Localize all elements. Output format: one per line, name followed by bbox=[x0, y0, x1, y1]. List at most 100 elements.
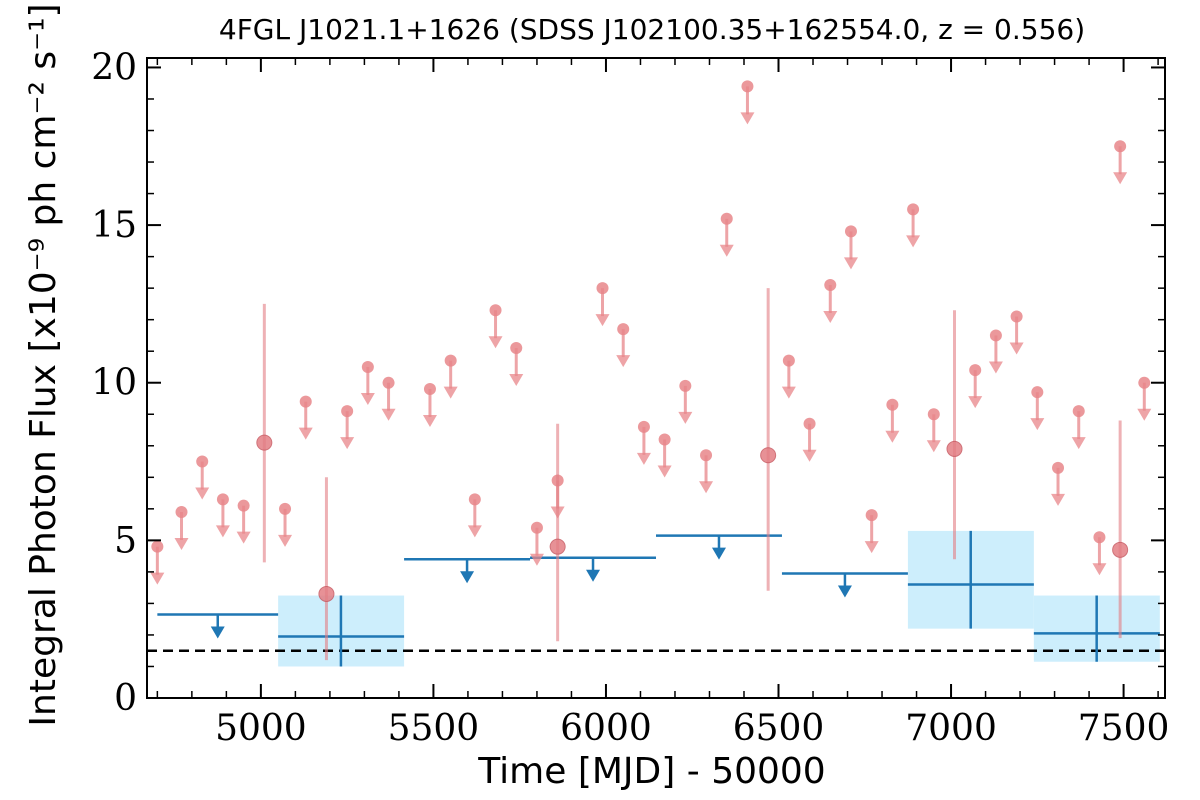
short-bin-upper-limit-point bbox=[658, 433, 671, 446]
short-bin-upper-limit-head bbox=[843, 257, 858, 270]
short-bin-upper-limit-point bbox=[617, 323, 630, 336]
y-tick-label: 15 bbox=[91, 205, 137, 246]
short-bin-upper-limit-point bbox=[1072, 405, 1085, 418]
long-bin-upper-limit-arrow bbox=[210, 626, 225, 639]
short-bin-upper-limit-point bbox=[216, 493, 229, 506]
short-bin-upper-limit-point bbox=[423, 383, 436, 396]
short-bin-upper-limit-point bbox=[596, 282, 609, 295]
short-bin-upper-limit-head bbox=[1009, 342, 1024, 355]
short-bin-upper-limit-point bbox=[489, 304, 502, 317]
short-bin-upper-limit-point bbox=[886, 398, 899, 411]
short-bin-upper-limit-head bbox=[195, 487, 210, 500]
x-tick-label: 6500 bbox=[733, 708, 825, 749]
short-bin-upper-limit-point bbox=[637, 420, 650, 433]
short-bin-upper-limit-head bbox=[1092, 563, 1107, 576]
short-bin-upper-limit-point bbox=[803, 417, 816, 430]
x-tick-label: 5500 bbox=[388, 708, 480, 749]
short-bin-upper-limit-point bbox=[824, 278, 837, 291]
axis-ticks bbox=[147, 58, 1165, 699]
short-bin-detection-point bbox=[256, 434, 273, 451]
short-bin-upper-limit-head bbox=[215, 525, 230, 538]
short-bin-upper-limit-head bbox=[906, 235, 921, 248]
short-bin-upper-limit-head bbox=[443, 386, 458, 399]
short-bin-upper-limit-head bbox=[678, 411, 693, 424]
short-bin-detection-point bbox=[946, 440, 963, 457]
short-bin-detection-point bbox=[1112, 541, 1129, 558]
y-tick-label: 5 bbox=[114, 520, 137, 561]
x-tick-label: 7500 bbox=[1078, 708, 1170, 749]
x-tick-label: 5000 bbox=[215, 708, 307, 749]
short-bin-upper-limit-point bbox=[1138, 376, 1151, 389]
short-bin-upper-limit-head bbox=[509, 374, 524, 387]
short-bin-upper-limit-head bbox=[699, 481, 714, 494]
x-tick-label: 7000 bbox=[905, 708, 997, 749]
short-bin-upper-limit-point bbox=[844, 225, 857, 238]
short-bin-upper-limit-head bbox=[823, 310, 838, 323]
short-bin-upper-limit-point bbox=[1114, 140, 1127, 153]
short-bin-upper-limit-head bbox=[636, 452, 651, 465]
short-bin-upper-limit-point bbox=[382, 376, 395, 389]
short-bin-upper-limit-point bbox=[279, 502, 292, 515]
short-bin-upper-limit-point bbox=[1093, 531, 1106, 544]
y-tick-label: 0 bbox=[114, 678, 137, 719]
short-bin-upper-limit-head bbox=[529, 553, 544, 566]
short-bin-upper-limit-head bbox=[1030, 418, 1045, 431]
long-bin-upper-limit-arrow bbox=[837, 585, 852, 598]
short-bin-upper-limit-head bbox=[885, 430, 900, 443]
short-bin-upper-limit-point bbox=[865, 509, 878, 522]
short-bin-upper-limit-head bbox=[1051, 493, 1066, 506]
short-bin-upper-limit-head bbox=[422, 415, 437, 428]
short-bin-upper-limit-point bbox=[175, 505, 188, 518]
short-bin-upper-limit-point bbox=[1010, 310, 1023, 323]
short-bin-upper-limit-point bbox=[720, 212, 733, 225]
short-bin-upper-limit-head bbox=[1113, 172, 1128, 185]
long-bin-upper-limit-arrow bbox=[711, 547, 726, 560]
long-bin-upper-limit-arrow bbox=[586, 569, 601, 582]
short-bin-upper-limit-head bbox=[988, 361, 1003, 374]
short-bin-upper-limit-point bbox=[782, 354, 795, 367]
short-bin-detection-point bbox=[318, 585, 335, 602]
short-bin-upper-limit-point bbox=[700, 449, 713, 462]
long-bin-markers bbox=[157, 530, 1160, 667]
short-bin-upper-limit-point bbox=[361, 360, 374, 373]
short-bin-markers bbox=[150, 80, 1152, 661]
short-bin-upper-limit-point bbox=[510, 342, 523, 355]
short-bin-upper-limit-head bbox=[360, 392, 375, 405]
short-bin-upper-limit-head bbox=[864, 541, 879, 554]
short-bin-upper-limit-head bbox=[926, 440, 941, 453]
short-bin-upper-limit-head bbox=[236, 531, 251, 544]
short-bin-upper-limit-point bbox=[299, 395, 312, 408]
short-bin-upper-limit-point bbox=[444, 354, 457, 367]
short-bin-upper-limit-head bbox=[1137, 408, 1152, 421]
short-bin-upper-limit-head bbox=[467, 525, 482, 538]
short-bin-upper-limit-head bbox=[657, 465, 672, 478]
long-bin-upper-limit-arrow bbox=[460, 571, 475, 584]
short-bin-upper-limit-point bbox=[196, 455, 209, 468]
short-bin-upper-limit-point bbox=[679, 379, 692, 392]
short-bin-upper-limit-head bbox=[488, 336, 503, 349]
short-bin-upper-limit-point bbox=[1031, 386, 1044, 399]
short-bin-upper-limit-head bbox=[616, 355, 631, 368]
short-bin-upper-limit-head bbox=[150, 572, 165, 585]
short-bin-upper-limit-point bbox=[530, 521, 543, 534]
short-bin-upper-limit-point bbox=[237, 499, 250, 512]
short-bin-upper-limit-head bbox=[595, 314, 610, 327]
short-bin-upper-limit-head bbox=[174, 537, 189, 550]
short-bin-upper-limit-point bbox=[468, 493, 481, 506]
short-bin-upper-limit-point bbox=[151, 540, 164, 553]
short-bin-upper-limit-point bbox=[341, 405, 354, 418]
short-bin-upper-limit-point bbox=[907, 203, 920, 216]
tick-labels: 5000 5500 6000 6500 7000 7500 0 5 10 15 20 bbox=[91, 47, 1169, 749]
y-tick-label: 20 bbox=[91, 47, 137, 88]
plot-frame bbox=[146, 57, 1166, 699]
short-bin-detection-point bbox=[760, 447, 777, 464]
short-bin-upper-limit-head bbox=[719, 244, 734, 257]
short-bin-detection-point bbox=[549, 538, 566, 555]
y-axis-label: Integral Photon Flux [x10⁻⁹ ph cm⁻² s⁻¹] bbox=[23, 3, 64, 726]
short-bin-upper-limit-point bbox=[969, 364, 982, 377]
y-tick-label: 10 bbox=[91, 363, 137, 404]
short-bin-upper-limit-head bbox=[968, 396, 983, 409]
short-bin-upper-limit-point bbox=[1052, 461, 1065, 474]
short-bin-upper-limit-head bbox=[278, 534, 293, 547]
